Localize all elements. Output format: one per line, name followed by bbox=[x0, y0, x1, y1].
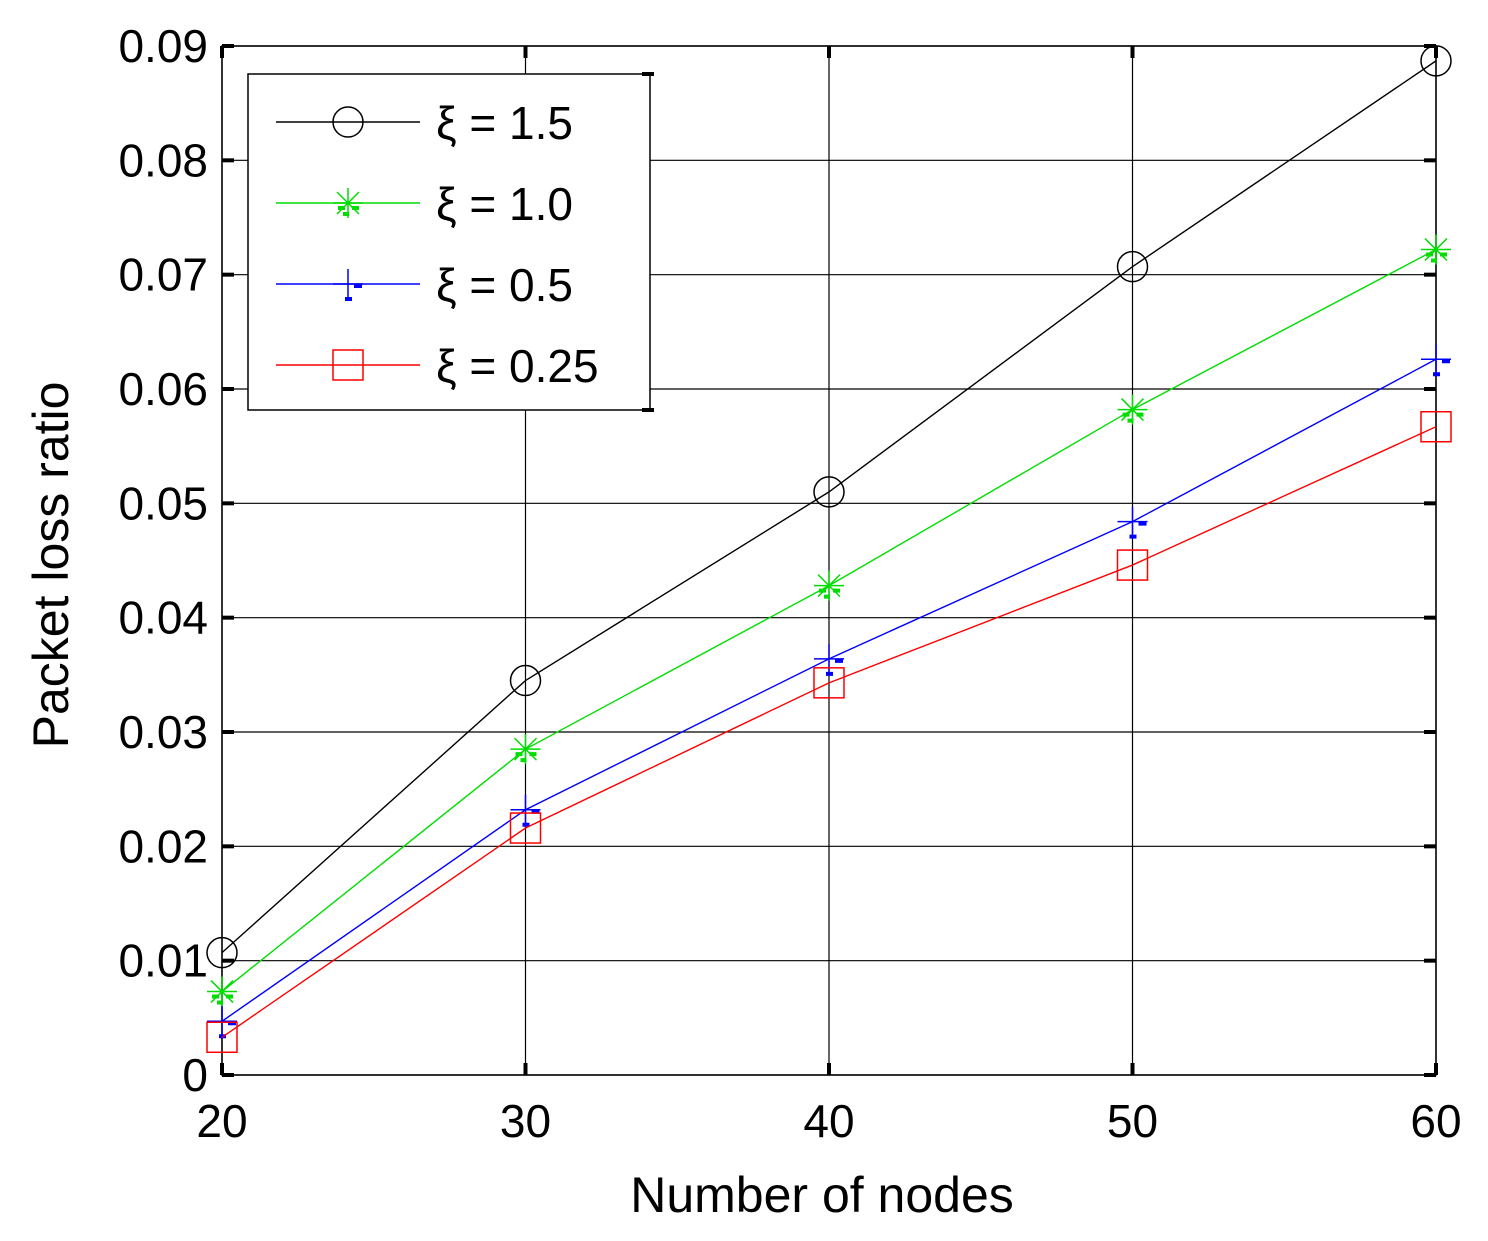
data-series bbox=[206, 45, 1452, 1054]
data-point-s4-x30 bbox=[509, 812, 542, 844]
y-tick-label-0.07: 0.07 bbox=[118, 249, 208, 301]
data-point-s1-x30 bbox=[509, 664, 542, 697]
x-tick-label-40: 40 bbox=[803, 1095, 854, 1147]
legend-marker-1 bbox=[332, 106, 364, 138]
y-tick-label-0.06: 0.06 bbox=[118, 363, 208, 415]
data-point-s2-x60-dash bbox=[1426, 252, 1447, 263]
y-tick-label-0.03: 0.03 bbox=[118, 706, 208, 758]
y-tick-label-0.04: 0.04 bbox=[118, 592, 208, 644]
legend-entry-3: ξ = 0.5 bbox=[276, 259, 573, 311]
data-point-s1-x40 bbox=[813, 476, 845, 508]
axes-box bbox=[221, 45, 1437, 1076]
data-point-s3-x60-dash bbox=[1433, 359, 1450, 377]
series-line-4 bbox=[221, 426, 1437, 1038]
data-point-s1-x60 bbox=[1420, 45, 1452, 77]
data-point-s3-x20 bbox=[207, 1006, 237, 1037]
data-point-s2-x50 bbox=[1117, 394, 1148, 425]
legend-entry-1: ξ = 1.5 bbox=[276, 97, 573, 149]
data-point-s2-x20-dash bbox=[212, 994, 233, 1005]
series-2 bbox=[207, 234, 1451, 1007]
legend-marker-2-dash bbox=[338, 206, 359, 216]
data-point-s2-x50-dash bbox=[1122, 412, 1144, 423]
tick-labels: 20 30 40 50 60 0 0.01 0.02 0.03 0.04 0.05 0.06 0.07 0… bbox=[118, 20, 1461, 1147]
series-line-1 bbox=[221, 60, 1437, 954]
y-tick-label-0.02: 0.02 bbox=[118, 820, 208, 872]
legend-marker-3-dash bbox=[345, 284, 362, 301]
y-tick-label-0.08: 0.08 bbox=[118, 134, 208, 186]
series-4 bbox=[206, 410, 1452, 1054]
data-point-s4-x40 bbox=[813, 667, 845, 699]
legend-entry-4: ξ = 0.25 bbox=[276, 340, 599, 392]
x-axis-label: Number of nodes bbox=[630, 1167, 1014, 1223]
data-point-s1-x20 bbox=[206, 936, 238, 969]
data-point-s2-x20 bbox=[207, 976, 237, 1007]
y-tick-label-0.01: 0.01 bbox=[118, 935, 208, 987]
data-point-s4-x20 bbox=[206, 1021, 238, 1054]
axes-frame bbox=[220, 44, 1438, 1077]
y-axis-label: Packet loss ratio bbox=[23, 382, 79, 749]
legend-marker-4 bbox=[332, 349, 364, 381]
series-1 bbox=[206, 45, 1452, 969]
data-point-s3-x30-dash bbox=[522, 809, 540, 827]
data-point-s4-x50 bbox=[1116, 549, 1149, 581]
x-tick-label-60: 60 bbox=[1410, 1095, 1461, 1147]
x-tick-label-30: 30 bbox=[500, 1095, 551, 1147]
y-tick-label-0: 0 bbox=[182, 1049, 208, 1101]
legend-marker-2 bbox=[333, 188, 363, 218]
legend-label-4: ξ = 0.25 bbox=[436, 340, 599, 392]
data-point-s3-x60 bbox=[1421, 344, 1451, 375]
data-point-s2-x30-dash bbox=[515, 752, 537, 763]
data-point-s4-x60 bbox=[1420, 410, 1452, 443]
legend-label-2: ξ = 1.0 bbox=[436, 178, 573, 230]
data-point-s2-x60 bbox=[1421, 234, 1451, 265]
data-point-s1-x50 bbox=[1116, 250, 1149, 283]
legend: ξ = 1.5 ξ = 1.0 ξ = 0.5 ξ = 0.25 bbox=[247, 72, 654, 412]
data-point-s3-x50-dash bbox=[1129, 521, 1147, 539]
legend-label-1: ξ = 1.5 bbox=[436, 97, 573, 149]
legend-entry-2: ξ = 1.0 bbox=[276, 178, 573, 230]
x-tick-label-50: 50 bbox=[1107, 1095, 1158, 1147]
x-tick-label-20: 20 bbox=[196, 1095, 247, 1147]
data-point-s2-x40-dash bbox=[819, 588, 840, 599]
legend-label-3: ξ = 0.5 bbox=[436, 259, 573, 311]
y-tick-label-0.05: 0.05 bbox=[118, 477, 208, 529]
data-point-s3-x40-dash bbox=[826, 658, 843, 676]
legend-box bbox=[247, 73, 651, 411]
data-point-s2-x40 bbox=[814, 570, 844, 601]
series-3 bbox=[207, 344, 1451, 1039]
y-tick-label-0.09: 0.09 bbox=[118, 20, 208, 72]
data-point-s2-x30 bbox=[510, 734, 541, 765]
